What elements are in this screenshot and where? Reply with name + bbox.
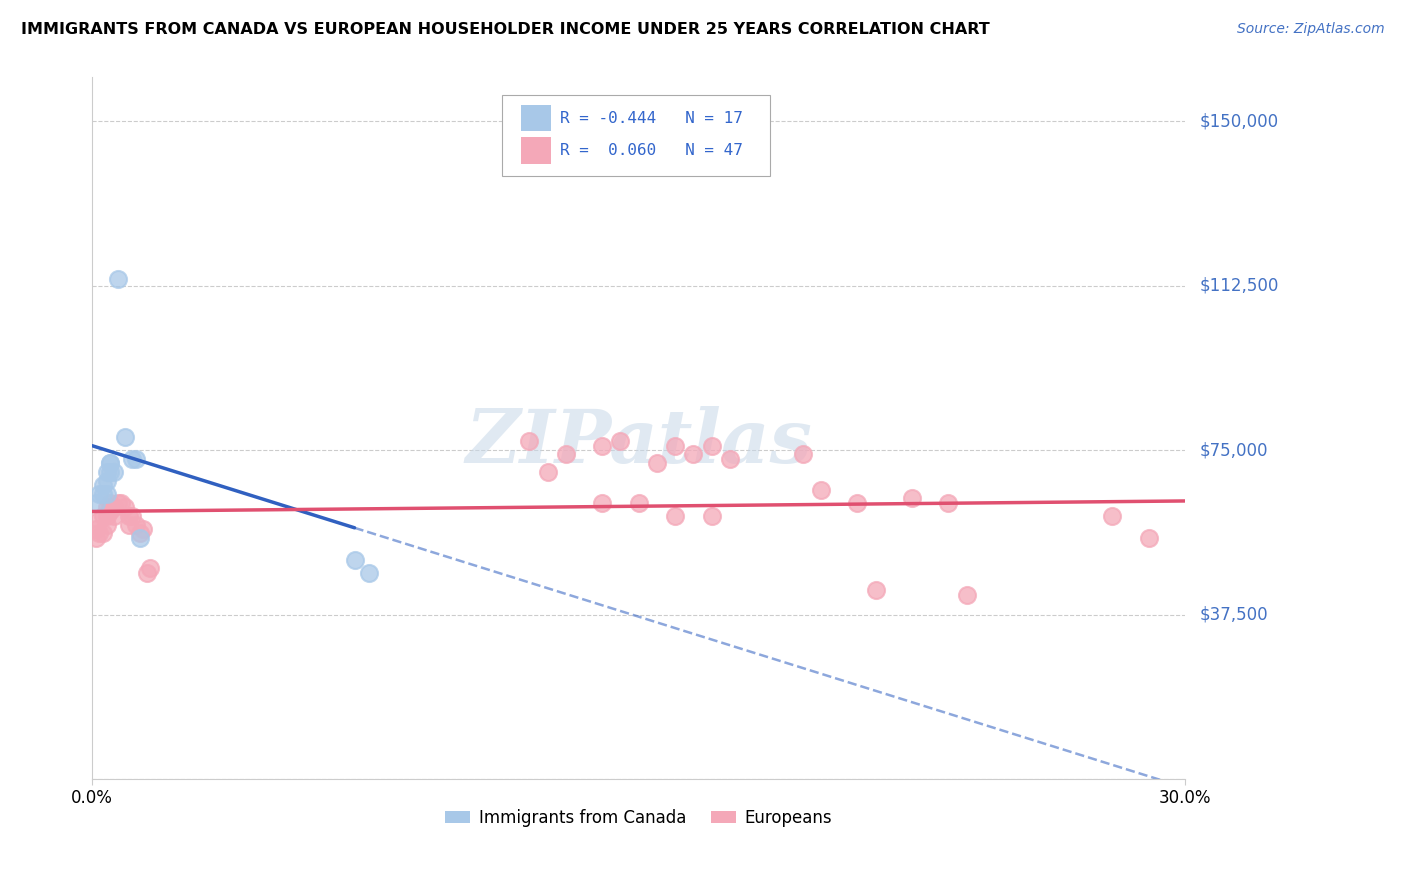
Point xyxy=(107,272,129,286)
Text: $37,500: $37,500 xyxy=(1199,606,1268,624)
Text: $112,500: $112,500 xyxy=(1199,277,1278,294)
Point xyxy=(117,517,139,532)
Point xyxy=(103,465,125,479)
Point xyxy=(91,487,114,501)
Point xyxy=(135,566,157,580)
FancyBboxPatch shape xyxy=(520,104,551,131)
Legend: Immigrants from Canada, Europeans: Immigrants from Canada, Europeans xyxy=(439,803,839,834)
Point xyxy=(792,448,814,462)
Text: $75,000: $75,000 xyxy=(1199,442,1268,459)
Point xyxy=(89,513,111,527)
Point xyxy=(591,439,613,453)
Point xyxy=(956,588,979,602)
Point xyxy=(128,531,150,545)
Point xyxy=(536,465,558,479)
Text: ZIPatlas: ZIPatlas xyxy=(465,406,813,478)
Point xyxy=(89,526,111,541)
Point xyxy=(96,508,118,523)
Point xyxy=(682,448,704,462)
Text: $150,000: $150,000 xyxy=(1199,112,1278,130)
Point xyxy=(645,456,668,470)
Point xyxy=(664,439,686,453)
Point xyxy=(84,531,107,545)
FancyBboxPatch shape xyxy=(520,137,551,164)
Point xyxy=(609,434,631,449)
Point xyxy=(100,456,122,470)
Point xyxy=(100,456,122,470)
Point xyxy=(1137,531,1160,545)
Point xyxy=(96,517,118,532)
Point xyxy=(121,508,143,523)
Point xyxy=(89,487,111,501)
FancyBboxPatch shape xyxy=(502,95,770,176)
Point xyxy=(700,439,723,453)
Point xyxy=(128,526,150,541)
Point xyxy=(84,496,107,510)
Point xyxy=(359,566,381,580)
Point xyxy=(110,496,132,510)
Point xyxy=(96,500,118,514)
Point xyxy=(519,434,541,449)
Point xyxy=(91,508,114,523)
Point xyxy=(114,500,136,514)
Point xyxy=(810,483,832,497)
Point xyxy=(107,496,129,510)
Point xyxy=(103,508,125,523)
Point xyxy=(121,451,143,466)
Point xyxy=(591,496,613,510)
Point xyxy=(117,508,139,523)
Point xyxy=(554,448,576,462)
Point xyxy=(91,478,114,492)
Point xyxy=(114,430,136,444)
Text: R =  0.060   N = 47: R = 0.060 N = 47 xyxy=(560,143,742,158)
Point xyxy=(938,496,960,510)
Point xyxy=(343,552,366,566)
Text: IMMIGRANTS FROM CANADA VS EUROPEAN HOUSEHOLDER INCOME UNDER 25 YEARS CORRELATION: IMMIGRANTS FROM CANADA VS EUROPEAN HOUSE… xyxy=(21,22,990,37)
Point xyxy=(718,451,741,466)
Point xyxy=(132,522,155,536)
Point xyxy=(96,465,118,479)
Point xyxy=(1101,508,1123,523)
Point xyxy=(125,517,148,532)
Point xyxy=(901,491,924,506)
Point xyxy=(139,561,162,575)
Point xyxy=(96,474,118,488)
Point xyxy=(846,496,869,510)
Point xyxy=(96,487,118,501)
Point xyxy=(100,504,122,518)
Point xyxy=(84,522,107,536)
Point xyxy=(865,583,887,598)
Text: Source: ZipAtlas.com: Source: ZipAtlas.com xyxy=(1237,22,1385,37)
Text: R = -0.444   N = 17: R = -0.444 N = 17 xyxy=(560,111,742,126)
Point xyxy=(627,496,650,510)
Point xyxy=(125,451,148,466)
Point xyxy=(100,496,122,510)
Point xyxy=(100,500,122,514)
Point xyxy=(91,526,114,541)
Point xyxy=(103,500,125,514)
Point xyxy=(100,465,122,479)
Point xyxy=(700,508,723,523)
Point xyxy=(664,508,686,523)
